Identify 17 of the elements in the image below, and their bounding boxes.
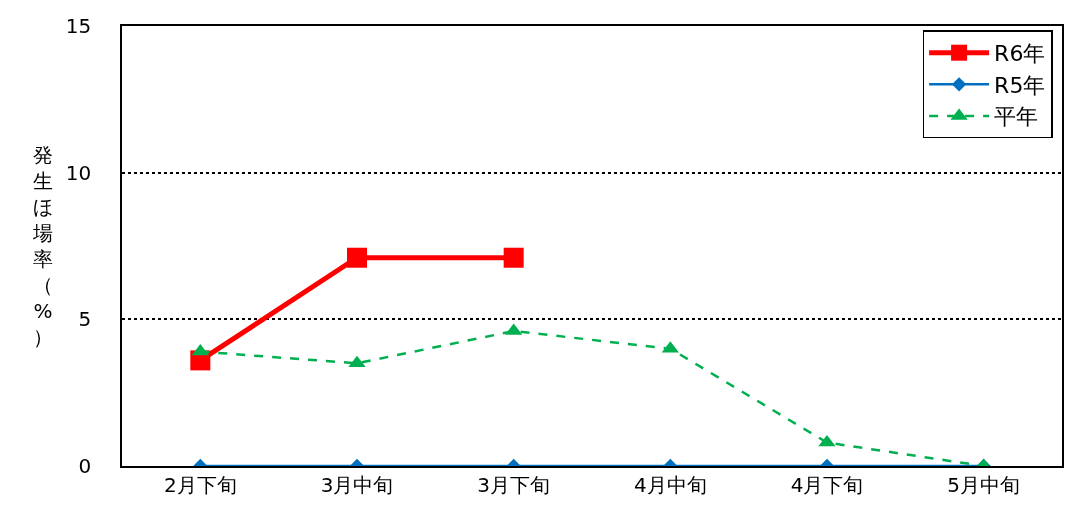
point	[348, 355, 366, 368]
x-tick-label: 2月下旬	[163, 472, 237, 497]
x-tick-label: 3月下旬	[477, 472, 551, 497]
y-tick-label: 0	[78, 454, 92, 478]
legend-label: R6年	[994, 41, 1046, 67]
point	[503, 247, 524, 268]
y-tick-label: 5	[78, 307, 92, 332]
x-tick-label: 4月下旬	[790, 472, 864, 497]
x-tick-label: 4月中旬	[633, 472, 707, 497]
y-tick-label: 15	[65, 14, 92, 38]
legend-label: 平年	[994, 104, 1039, 130]
x-tick-label: 3月中旬	[320, 472, 394, 497]
y-axis-title: 発生ほ場率（%）	[32, 143, 53, 349]
legend-label: R5年	[994, 72, 1046, 98]
point	[347, 247, 367, 268]
y-tick-label: 10	[65, 160, 92, 185]
x-tick-label: 5月中旬	[947, 472, 1021, 497]
